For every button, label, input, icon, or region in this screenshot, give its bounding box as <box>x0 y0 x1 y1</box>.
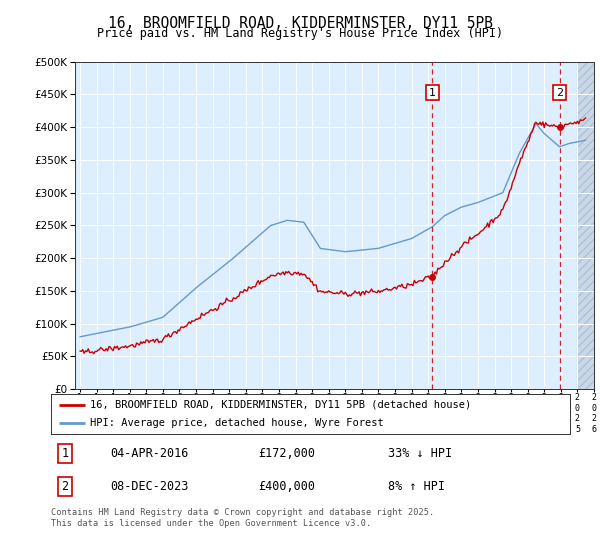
Text: Price paid vs. HM Land Registry's House Price Index (HPI): Price paid vs. HM Land Registry's House … <box>97 27 503 40</box>
Text: 08-DEC-2023: 08-DEC-2023 <box>110 480 189 493</box>
Text: 1: 1 <box>429 88 436 98</box>
Text: 1: 1 <box>61 447 68 460</box>
Text: 8% ↑ HPI: 8% ↑ HPI <box>388 480 445 493</box>
Text: 33% ↓ HPI: 33% ↓ HPI <box>388 447 452 460</box>
Text: 04-APR-2016: 04-APR-2016 <box>110 447 189 460</box>
Text: 16, BROOMFIELD ROAD, KIDDERMINSTER, DY11 5PB (detached house): 16, BROOMFIELD ROAD, KIDDERMINSTER, DY11… <box>90 400 471 409</box>
Bar <box>577 62 594 389</box>
Text: HPI: Average price, detached house, Wyre Forest: HPI: Average price, detached house, Wyre… <box>90 418 383 428</box>
Text: Contains HM Land Registry data © Crown copyright and database right 2025.
This d: Contains HM Land Registry data © Crown c… <box>51 508 434 528</box>
Text: £172,000: £172,000 <box>259 447 316 460</box>
Text: 2: 2 <box>61 480 68 493</box>
Text: £400,000: £400,000 <box>259 480 316 493</box>
Bar <box>577 62 594 389</box>
Text: 16, BROOMFIELD ROAD, KIDDERMINSTER, DY11 5PB: 16, BROOMFIELD ROAD, KIDDERMINSTER, DY11… <box>107 16 493 31</box>
Text: 2: 2 <box>556 88 563 98</box>
